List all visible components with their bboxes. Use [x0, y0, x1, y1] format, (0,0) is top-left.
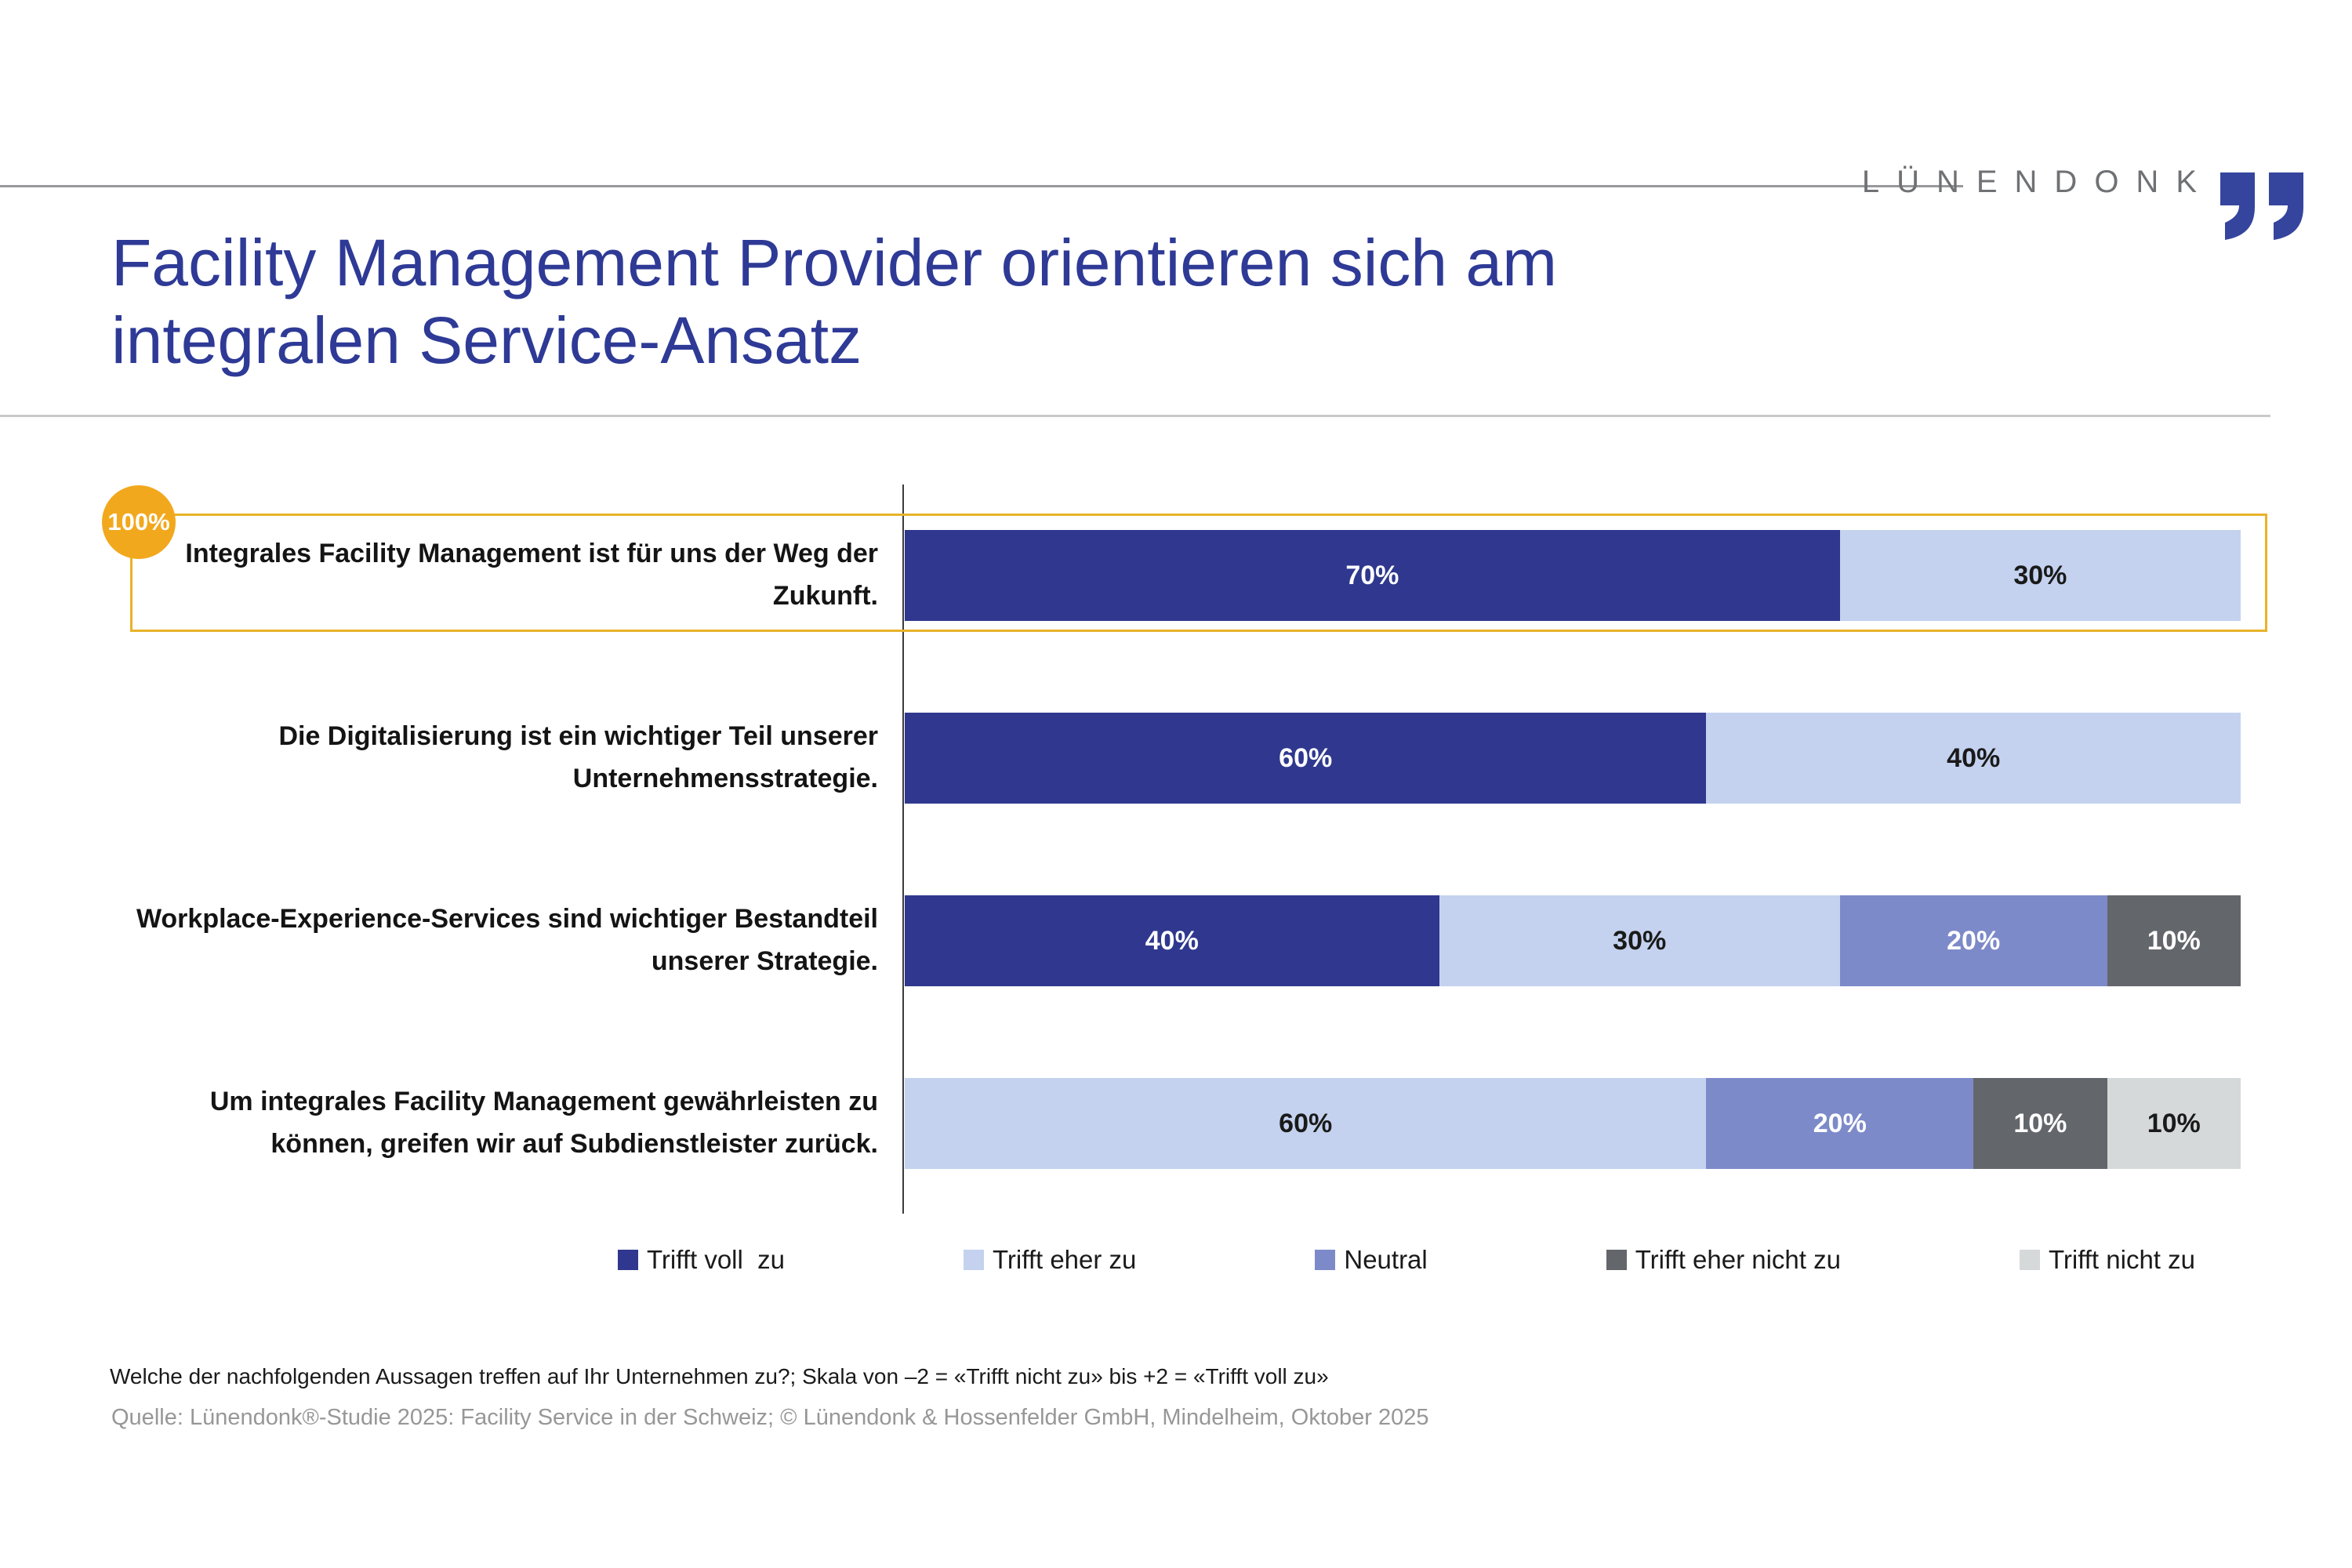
chart-legend: Trifft voll zu Trifft eher zu Neutral Triff…	[618, 1245, 2195, 1275]
bar-segment-nicht: 10%	[2107, 1078, 2241, 1169]
lunendonk-logo: LÜNENDONK	[1862, 162, 2311, 244]
chart-baseline-axis	[902, 485, 904, 1214]
legend-swatch-icon	[1606, 1250, 1627, 1270]
bar-segment-eher: 40%	[1706, 713, 2241, 804]
bar-segment-eher: 30%	[1439, 895, 1840, 986]
bar-segment-eher: 60%	[905, 1078, 1707, 1169]
table-row: Workplace-Experience-Services sind wicht…	[110, 895, 2241, 986]
header-divider-line	[0, 185, 1963, 187]
legend-item-nicht: Trifft nicht zu	[2019, 1245, 2195, 1275]
source-line: Quelle: Lünendonk®-Studie 2025: Facility…	[111, 1405, 1429, 1430]
bar-segment-neutral: 20%	[1706, 1078, 1974, 1169]
legend-item-voll: Trifft voll zu	[618, 1245, 785, 1275]
bar-segment-eher: 30%	[1839, 530, 2241, 621]
survey-question-note: Welche der nachfolgenden Aussagen treffe…	[110, 1364, 1329, 1388]
row-label: Integrales Facility Management ist für u…	[185, 539, 878, 611]
hundred-percent-badge: 100%	[102, 485, 176, 559]
table-row: Die Digitalisierung ist ein wichtiger Te…	[110, 713, 2241, 804]
legend-swatch-icon	[2019, 1250, 2040, 1270]
legend-swatch-icon	[618, 1250, 638, 1270]
bar-segment-voll: 60%	[905, 713, 1707, 804]
bar-segment-eher_nicht: 10%	[1973, 1078, 2107, 1169]
legend-label: Trifft eher zu	[993, 1245, 1137, 1274]
bar-segment-eher_nicht: 10%	[2107, 895, 2241, 986]
legend-item-eher_nicht: Trifft eher nicht zu	[1606, 1245, 1841, 1275]
stacked-bar: 60% 20% 10% 10%	[905, 1078, 2241, 1169]
table-row: 100% Integrales Facility Management ist f…	[102, 485, 2267, 632]
legend-swatch-icon	[1315, 1250, 1336, 1270]
legend-label: Trifft voll zu	[647, 1245, 786, 1274]
slide-title: Facility Management Provider orientieren…	[111, 224, 1836, 379]
legend-swatch-icon	[964, 1250, 984, 1270]
stacked-bar: 40% 30% 20% 10%	[905, 895, 2241, 986]
slide-title-line-2: integralen Service-Ansatz	[111, 303, 862, 378]
legend-label: Trifft eher nicht zu	[1635, 1245, 1841, 1274]
row-label: Um integrales Facility Management gewähr…	[209, 1087, 878, 1159]
quote-marks-icon	[2217, 162, 2311, 244]
bar-segment-voll: 40%	[905, 895, 1439, 986]
legend-label: Neutral	[1344, 1245, 1428, 1274]
title-divider-line	[0, 415, 2270, 417]
row-label: Die Digitalisierung ist ein wichtiger Te…	[278, 721, 878, 793]
logo-wordmark: LÜNENDONK	[1861, 165, 2214, 199]
bar-segment-voll: 70%	[905, 530, 1840, 621]
row-label: Workplace-Experience-Services sind wicht…	[136, 904, 878, 976]
bar-rows: 100% Integrales Facility Management ist f…	[102, 485, 2267, 1261]
legend-item-neutral: Neutral	[1315, 1245, 1428, 1275]
stacked-bar: 70% 30%	[905, 530, 2241, 621]
legend-label: Trifft nicht zu	[2048, 1245, 2195, 1274]
slide-title-line-1: Facility Management Provider orientieren…	[111, 226, 1558, 299]
table-row: Um integrales Facility Management gewähr…	[110, 1078, 2241, 1169]
legend-item-eher: Trifft eher zu	[964, 1245, 1136, 1275]
stacked-bar: 60% 40%	[905, 713, 2241, 804]
bar-segment-neutral: 20%	[1839, 895, 2107, 986]
